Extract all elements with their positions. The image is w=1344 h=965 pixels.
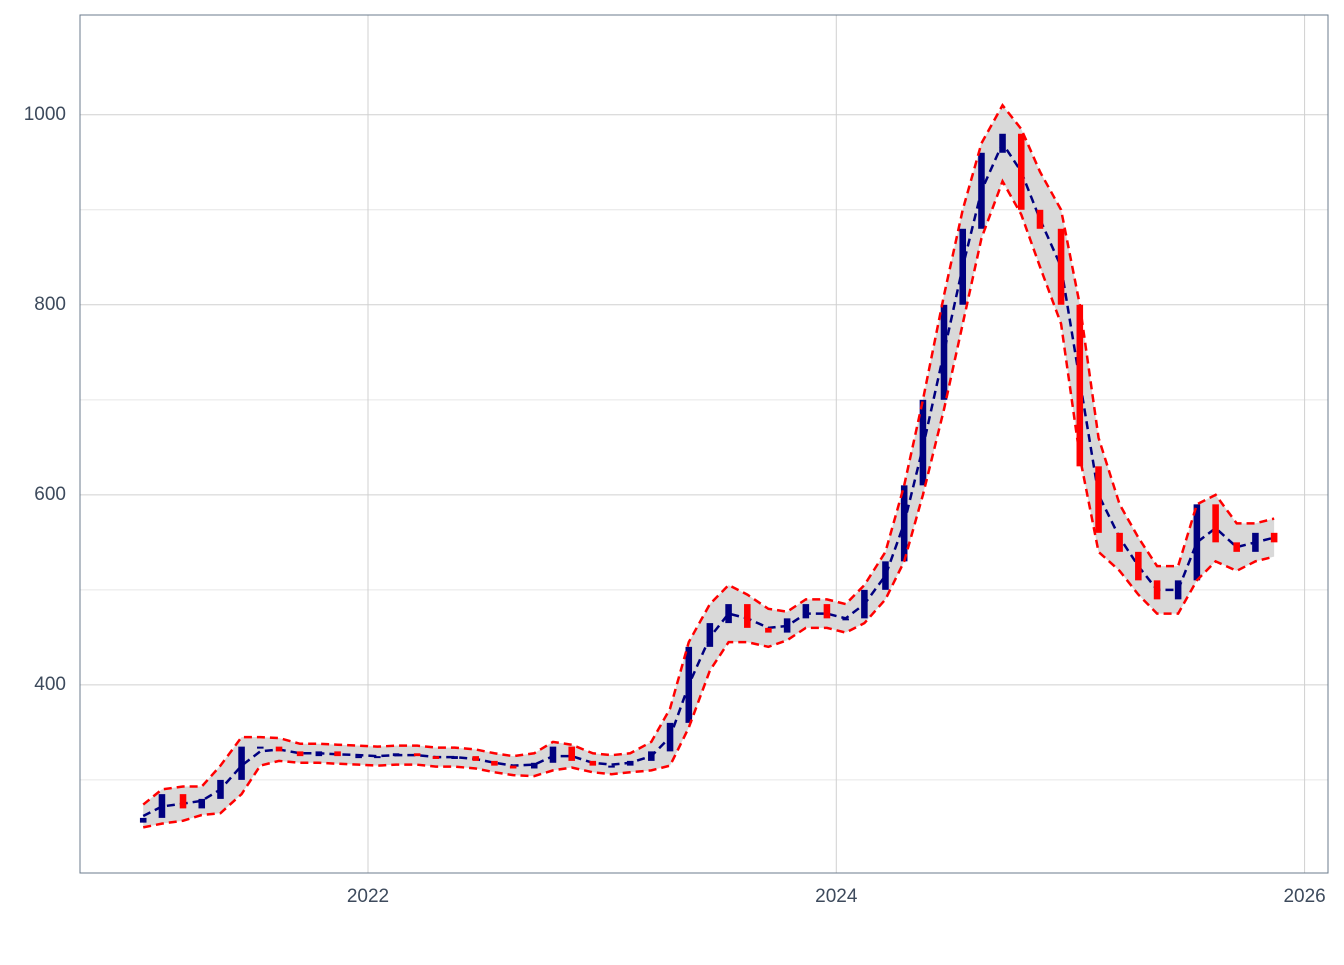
candle	[1036, 209, 1044, 229]
candle	[1252, 532, 1259, 552]
lower-band	[142, 178, 1275, 829]
candle	[823, 604, 831, 619]
candle	[568, 746, 575, 761]
candle	[1095, 466, 1102, 533]
candle	[765, 627, 772, 633]
candle	[1174, 580, 1182, 600]
candle	[882, 561, 889, 590]
candle	[1057, 228, 1065, 305]
candle	[1212, 504, 1219, 543]
candle	[1135, 551, 1142, 581]
candle	[413, 753, 421, 757]
candle	[842, 618, 849, 621]
y-tick-label: 1000	[24, 104, 66, 125]
y-tick-label: 400	[34, 674, 66, 695]
candle	[432, 756, 440, 759]
candle	[296, 751, 304, 757]
candle	[217, 779, 224, 799]
candle	[1233, 542, 1240, 552]
candle	[392, 753, 400, 757]
candle	[802, 604, 810, 619]
candle	[179, 794, 187, 809]
candle	[549, 746, 557, 763]
candle	[999, 133, 1006, 153]
candle	[139, 817, 147, 823]
candle	[257, 746, 264, 749]
y-tick-label: 800	[34, 294, 66, 315]
x-tick-label: 2026	[1283, 886, 1325, 907]
candle	[666, 722, 674, 752]
upper-band	[142, 103, 1275, 806]
candle	[783, 618, 791, 633]
candle	[158, 794, 166, 818]
candle	[238, 746, 245, 780]
candle	[1076, 304, 1084, 467]
candle	[315, 751, 323, 757]
candle	[861, 589, 868, 619]
band-fill	[143, 105, 1275, 828]
candle	[1193, 504, 1201, 581]
candle	[919, 399, 927, 486]
candle	[334, 751, 341, 757]
candle	[589, 760, 597, 766]
candle	[509, 765, 517, 769]
candle	[608, 765, 615, 768]
candle	[685, 646, 693, 723]
candle	[940, 304, 948, 400]
candle	[900, 485, 908, 562]
candle	[1153, 580, 1161, 600]
candle	[1270, 532, 1278, 543]
candle	[1116, 532, 1123, 552]
plot-frame	[79, 14, 1329, 874]
candle	[1017, 133, 1025, 210]
candle	[530, 762, 538, 769]
candle	[374, 756, 381, 759]
candle	[355, 756, 362, 759]
candle	[626, 760, 634, 766]
candle	[648, 751, 655, 761]
candle	[198, 798, 206, 809]
candle	[472, 756, 479, 761]
candle	[725, 604, 732, 624]
candle	[451, 756, 458, 759]
candle	[275, 746, 283, 752]
candle	[978, 152, 985, 229]
candle	[491, 760, 498, 766]
candle	[706, 623, 714, 647]
candle	[744, 604, 751, 628]
y-tick-label: 600	[34, 484, 66, 505]
x-tick-label: 2022	[347, 886, 389, 907]
candle	[959, 228, 967, 305]
x-tick-label: 2024	[815, 886, 858, 907]
